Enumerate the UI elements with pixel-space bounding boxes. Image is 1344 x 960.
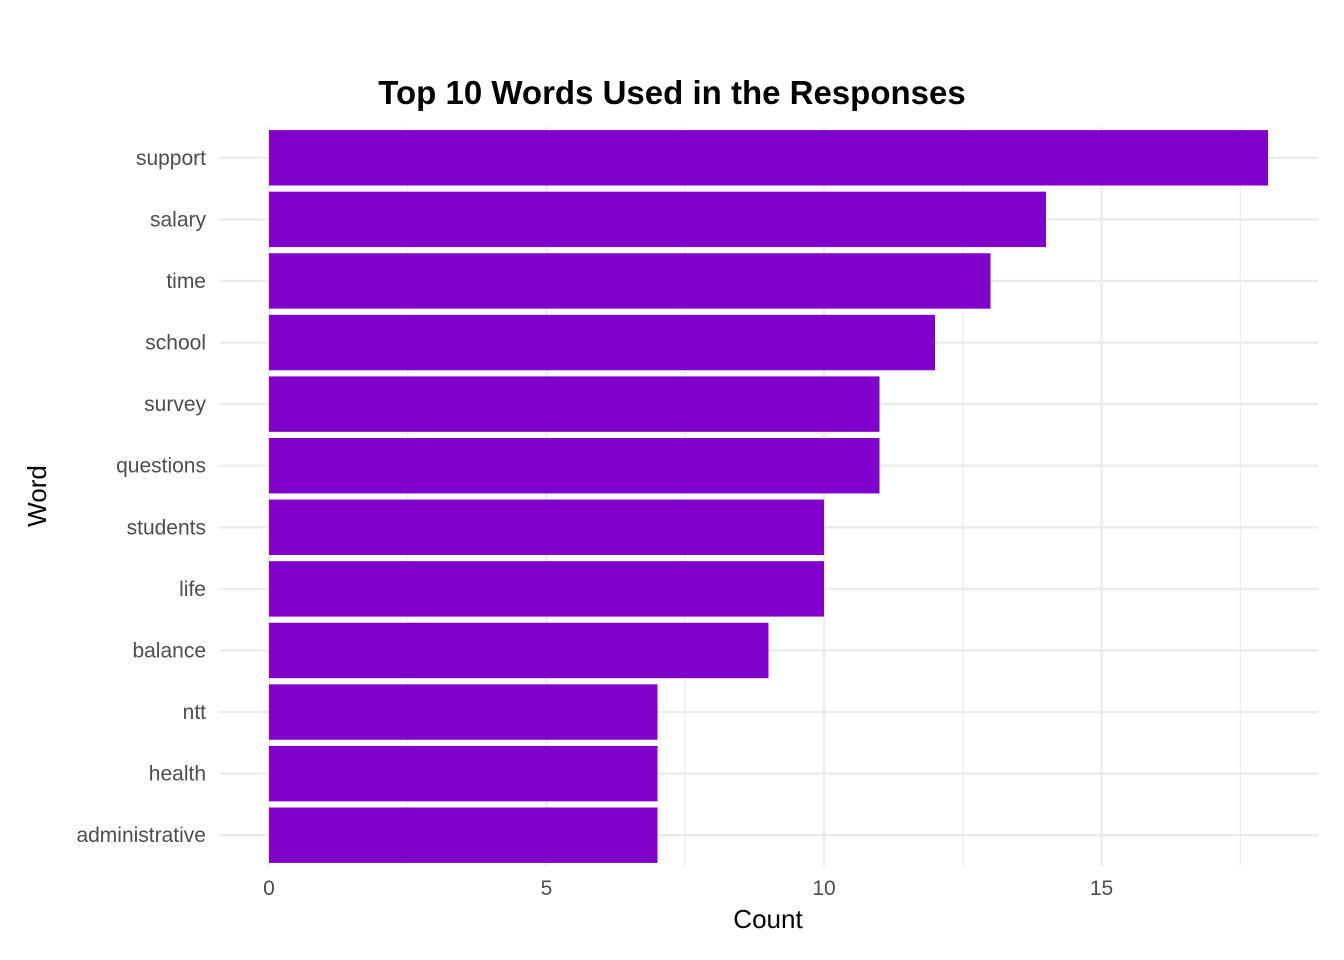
bar-balance [269, 622, 769, 679]
y-tick-label: ntt [183, 701, 207, 724]
y-tick-labels: support salary time school survey questions st… [76, 147, 206, 847]
bar-students [269, 499, 824, 556]
x-tick-label: 10 [812, 877, 835, 900]
bar-ntt [269, 684, 658, 740]
bars [269, 130, 1268, 863]
bar-life [269, 561, 824, 617]
bar-administrative [269, 807, 658, 863]
x-tick-labels: 0 5 10 15 [263, 877, 1113, 900]
y-tick-label: time [166, 270, 206, 293]
y-tick-label: health [149, 763, 206, 786]
bar-support [269, 130, 1268, 186]
y-tick-label: balance [132, 639, 206, 662]
chart-title: Top 10 Words Used in the Responses [378, 74, 965, 111]
bar-survey [269, 376, 880, 432]
y-tick-label: questions [116, 455, 206, 478]
bar-salary [269, 191, 1046, 248]
bar-questions [269, 437, 880, 494]
bar-school [269, 314, 935, 371]
x-tick-label: 0 [263, 877, 275, 900]
bar-time [269, 253, 991, 309]
y-tick-label: support [136, 147, 206, 170]
y-tick-label: salary [150, 208, 207, 231]
y-axis-title: Word [22, 465, 52, 527]
y-tick-label: life [179, 578, 206, 601]
y-tick-label: school [145, 332, 206, 355]
y-tick-label: students [127, 516, 206, 539]
y-tick-label: survey [144, 393, 206, 416]
bar-health [269, 745, 658, 802]
x-tick-label: 15 [1090, 877, 1113, 900]
x-tick-label: 5 [541, 877, 553, 900]
x-axis-title: Count [733, 904, 803, 934]
y-tick-label: administrative [76, 824, 206, 847]
